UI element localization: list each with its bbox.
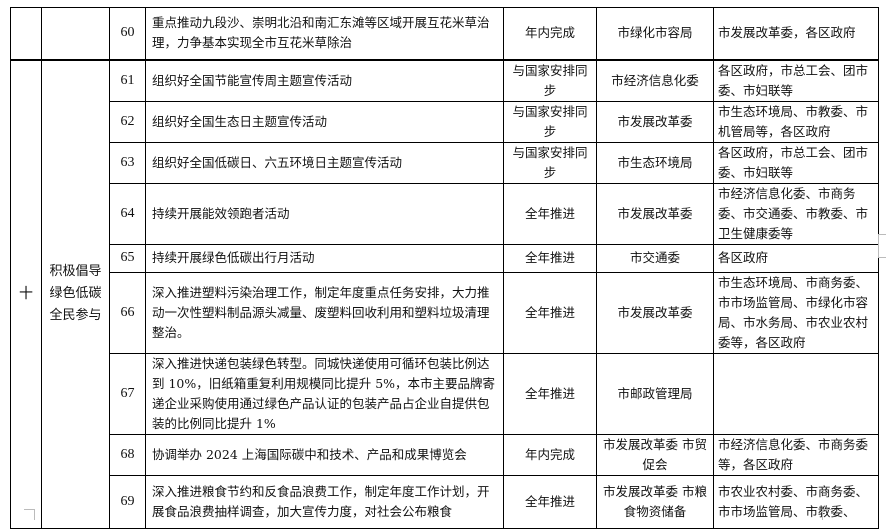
lead-department: 市交通委 [596,243,714,273]
task-description: 深入推进快递包装绿色转型。同城快递使用可循环包装比例达到 10%，旧纸箱重复利用… [145,352,504,435]
table-row: 十积极倡导绿色低碳全民参与 61 组织好全国节能宣传周主题宣传活动 与国家安排同步 市经… [10,58,879,529]
page-edge-mark [878,234,886,258]
table-row: 67 深入推进快递包装绿色转型。同城快递使用可循环包装比例达到 10%，旧纸箱重复… [11,352,879,435]
page-corner-mark [24,509,35,520]
lead-department: 市发展改革委 市贸促会 [596,433,714,476]
table-row: 64 持续开展能效领跑者活动 全年推进 市发展改革委 市经济信息化委、市商务委、市交通委… [11,182,879,245]
task-description: 深入推进塑料污染治理工作，制定年度重点任务安排，大力推动一次性塑料制品源头减量、… [145,271,504,354]
table-row: 63 组织好全国低碳日、六五环境日主题宣传活动 与国家安排同步 市生态环境局 各区政府，… [11,141,879,184]
task-description: 重点推动九段沙、崇明北沿和南汇东滩等区域开展互花米草治理，力争基本实现全市互花米… [145,7,504,60]
timeline: 全年推进 [503,271,597,354]
timeline: 全年推进 [503,474,597,529]
timeline: 与国家安排同步 [503,58,597,102]
lead-department: 市生态环境局 [596,141,714,184]
partner-departments: 市生态环境局、市商务委、市市场监管局、市绿化市容局、市水务局、市农业农村委等，各… [713,271,879,354]
task-description: 协调举办 2024 上海国际碳中和技术、产品和成果博览会 [145,433,504,476]
table-row: 60 重点推动九段沙、崇明北沿和南汇东滩等区域开展互花米草治理，力争基本实现全市互… [10,7,879,60]
lead-department: 市发展改革委 [596,182,714,245]
row-number: 67 [109,352,146,435]
timeline: 全年推进 [503,243,597,273]
table-row: 66 深入推进塑料污染治理工作，制定年度重点任务安排，大力推动一次性塑料制品源头减… [11,271,879,354]
partner-departments: 市经济信息化委、市商务委等，各区政府 [713,433,879,476]
partner-departments: 市经济信息化委、市商务委、市交通委、市教委、市卫生健康委等 [713,182,879,245]
partner-departments [713,352,879,435]
partner-departments: 各区政府 [713,243,879,273]
timeline: 年内完成 [503,7,597,60]
timeline: 全年推进 [503,182,597,245]
table-row: 65 持续开展绿色低碳出行月活动 全年推进 市交通委 各区政府 [11,243,879,273]
timeline: 全年推进 [503,352,597,435]
lead-department: 市发展改革委 [596,100,714,143]
section-title-cell [41,7,110,60]
partner-departments: 市发展改革委，各区政府 [713,7,879,60]
task-description: 持续开展能效领跑者活动 [145,182,504,245]
timeline: 年内完成 [503,433,597,476]
timeline: 与国家安排同步 [503,141,597,184]
partner-departments: 各区政府，市总工会、团市委、市妇联等 [713,141,879,184]
timeline: 与国家安排同步 [503,100,597,143]
task-table: 60 重点推动九段沙、崇明北沿和南汇东滩等区域开展互花米草治理，力争基本实现全市互… [10,7,879,529]
row-number: 62 [109,100,146,143]
task-description: 持续开展绿色低碳出行月活动 [145,243,504,273]
table-row: 68 协调举办 2024 上海国际碳中和技术、产品和成果博览会 年内完成 市发展改革委… [11,433,879,476]
task-description: 组织好全国生态日主题宣传活动 [145,100,504,143]
partner-departments: 市农业农村委、市商务委、市市场监管局、市教委、 [713,474,879,529]
row-number: 60 [109,7,146,60]
lead-department: 市发展改革委 市粮食物资储备 [596,474,714,529]
row-number: 65 [109,243,146,273]
row-number: 64 [109,182,146,245]
row-number: 61 [109,58,146,102]
lead-department: 市发展改革委 [596,271,714,354]
row-number: 66 [109,271,146,354]
task-description: 深入推进粮食节约和反食品浪费工作，制定年度工作计划，开展食品浪费抽样调查，加大宣… [145,474,504,529]
task-description: 组织好全国节能宣传周主题宣传活动 [145,58,504,102]
lead-department: 市邮政管理局 [596,352,714,435]
task-description: 组织好全国低碳日、六五环境日主题宣传活动 [145,141,504,184]
table-row: 62 组织好全国生态日主题宣传活动 与国家安排同步 市发展改革委 市生态环境局、市教委、… [11,100,879,143]
page-corner-mark [822,509,833,520]
row-number: 68 [109,433,146,476]
section-number: 十 [10,58,42,529]
row-number: 69 [109,474,146,529]
table-row: 69 深入推进粮食节约和反食品浪费工作，制定年度工作计划，开展食品浪费抽样调查，加… [11,474,879,529]
partner-departments: 各区政府，市总工会、团市委、市妇联等 [713,58,879,102]
lead-department: 市绿化市容局 [596,7,714,60]
row-number: 63 [109,141,146,184]
lead-department: 市经济信息化委 [596,58,714,102]
section-title: 积极倡导绿色低碳全民参与 [41,58,110,529]
partner-departments: 市生态环境局、市教委、市机管局等，各区政府 [713,100,879,143]
section-number-cell [10,7,42,60]
